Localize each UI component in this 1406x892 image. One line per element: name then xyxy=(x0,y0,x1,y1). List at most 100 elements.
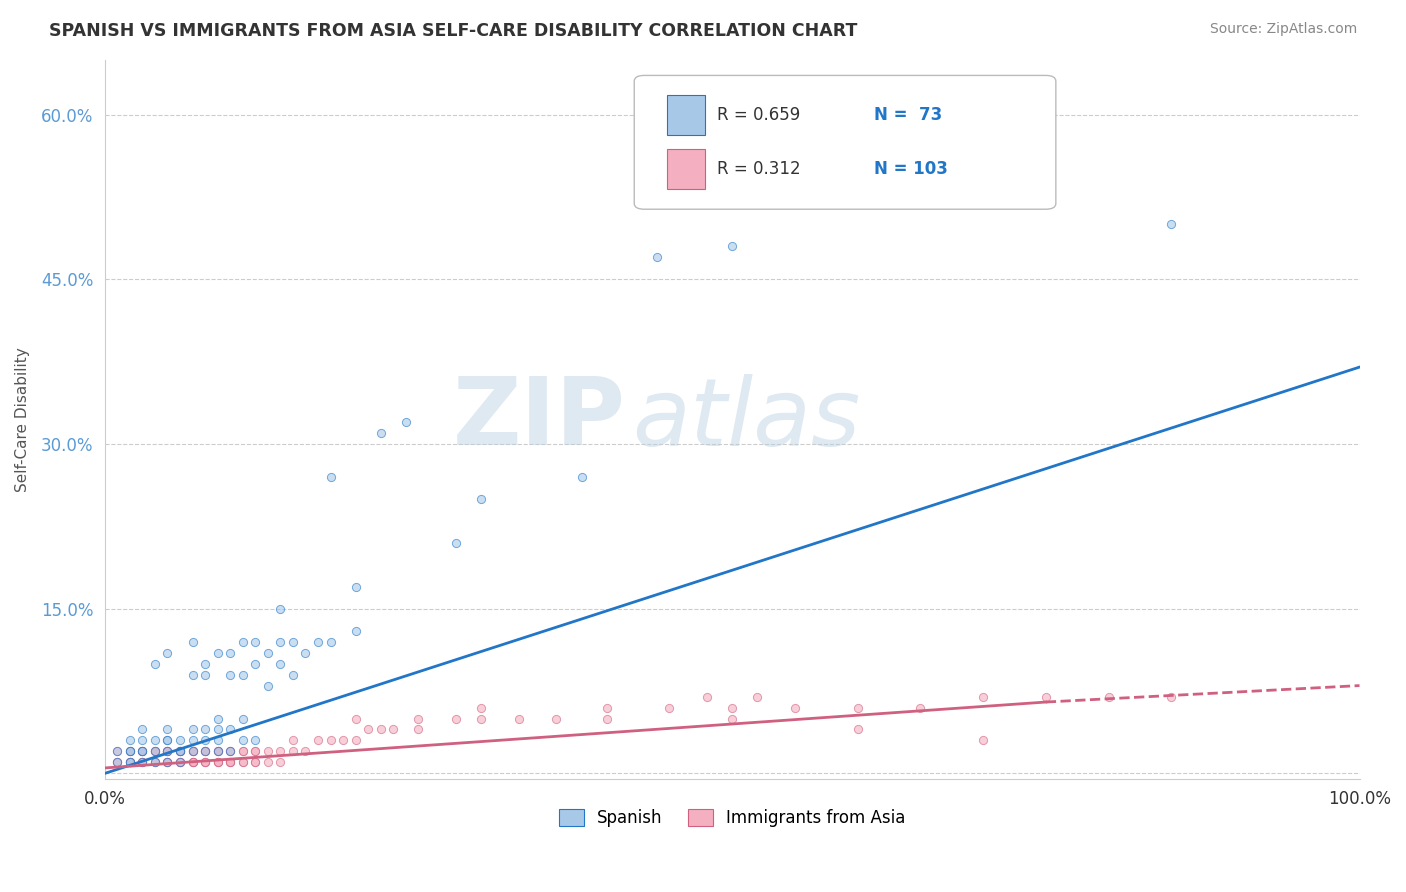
Point xyxy=(156,733,179,747)
Point xyxy=(207,756,229,770)
Point xyxy=(169,733,191,747)
Point xyxy=(232,712,254,726)
Point xyxy=(207,712,229,726)
Point xyxy=(181,756,204,770)
Point xyxy=(470,700,492,714)
Point xyxy=(181,744,204,758)
Point xyxy=(357,723,380,737)
Point xyxy=(910,700,932,714)
Legend: Spanish, Immigrants from Asia: Spanish, Immigrants from Asia xyxy=(551,800,914,835)
Point xyxy=(294,744,316,758)
Text: R = 0.659: R = 0.659 xyxy=(717,106,800,124)
Point xyxy=(783,700,806,714)
Point xyxy=(281,733,304,747)
Point xyxy=(207,733,229,747)
Point xyxy=(344,580,367,594)
Point xyxy=(219,723,242,737)
Text: N =  73: N = 73 xyxy=(875,106,942,124)
Point xyxy=(207,744,229,758)
Point xyxy=(194,744,217,758)
Point xyxy=(181,733,204,747)
Point xyxy=(207,723,229,737)
Point xyxy=(219,756,242,770)
Point xyxy=(181,667,204,681)
Point xyxy=(105,756,128,770)
Point xyxy=(645,250,668,264)
Point xyxy=(245,756,267,770)
Point xyxy=(232,744,254,758)
Point xyxy=(232,756,254,770)
Point xyxy=(232,634,254,648)
Point xyxy=(156,744,179,758)
FancyBboxPatch shape xyxy=(666,149,704,189)
Point xyxy=(169,744,191,758)
Point xyxy=(281,634,304,648)
Point xyxy=(194,756,217,770)
Point xyxy=(194,756,217,770)
Point xyxy=(245,756,267,770)
Point xyxy=(294,646,316,660)
Point xyxy=(194,667,217,681)
Point xyxy=(169,744,191,758)
Point xyxy=(1097,690,1119,704)
Point xyxy=(194,744,217,758)
Point xyxy=(219,756,242,770)
Point xyxy=(131,744,153,758)
Point xyxy=(721,700,744,714)
Point xyxy=(156,756,179,770)
Point xyxy=(319,733,342,747)
Point xyxy=(194,723,217,737)
Point xyxy=(118,733,141,747)
Point xyxy=(156,744,179,758)
Point xyxy=(143,756,166,770)
Point xyxy=(281,744,304,758)
Point xyxy=(207,744,229,758)
Point xyxy=(257,679,280,693)
Point xyxy=(118,744,141,758)
Point xyxy=(470,712,492,726)
Point xyxy=(245,634,267,648)
Point xyxy=(105,756,128,770)
Point xyxy=(972,733,994,747)
Point xyxy=(131,756,153,770)
Point xyxy=(595,700,617,714)
Point xyxy=(156,756,179,770)
Point xyxy=(245,733,267,747)
Point xyxy=(169,756,191,770)
Point xyxy=(408,723,430,737)
Point xyxy=(156,756,179,770)
Point xyxy=(118,756,141,770)
FancyBboxPatch shape xyxy=(634,76,1056,210)
Point xyxy=(846,700,869,714)
Point xyxy=(257,646,280,660)
Point xyxy=(344,712,367,726)
Text: ZIP: ZIP xyxy=(453,373,626,466)
Point xyxy=(156,744,179,758)
Point xyxy=(169,744,191,758)
Text: atlas: atlas xyxy=(631,374,860,465)
Point xyxy=(131,756,153,770)
Point xyxy=(194,756,217,770)
Point xyxy=(232,756,254,770)
Point xyxy=(156,756,179,770)
Point xyxy=(232,667,254,681)
Point xyxy=(105,756,128,770)
Point xyxy=(181,744,204,758)
Point xyxy=(319,634,342,648)
Point xyxy=(470,491,492,506)
Point xyxy=(181,744,204,758)
Point xyxy=(118,744,141,758)
Point xyxy=(307,634,329,648)
Point xyxy=(169,756,191,770)
Point xyxy=(721,712,744,726)
Point xyxy=(219,744,242,758)
Point xyxy=(546,712,568,726)
Point xyxy=(156,733,179,747)
Point xyxy=(721,239,744,253)
Point xyxy=(245,744,267,758)
Point xyxy=(219,756,242,770)
Point xyxy=(444,536,467,550)
Point xyxy=(269,756,291,770)
Point xyxy=(156,744,179,758)
Point xyxy=(169,744,191,758)
